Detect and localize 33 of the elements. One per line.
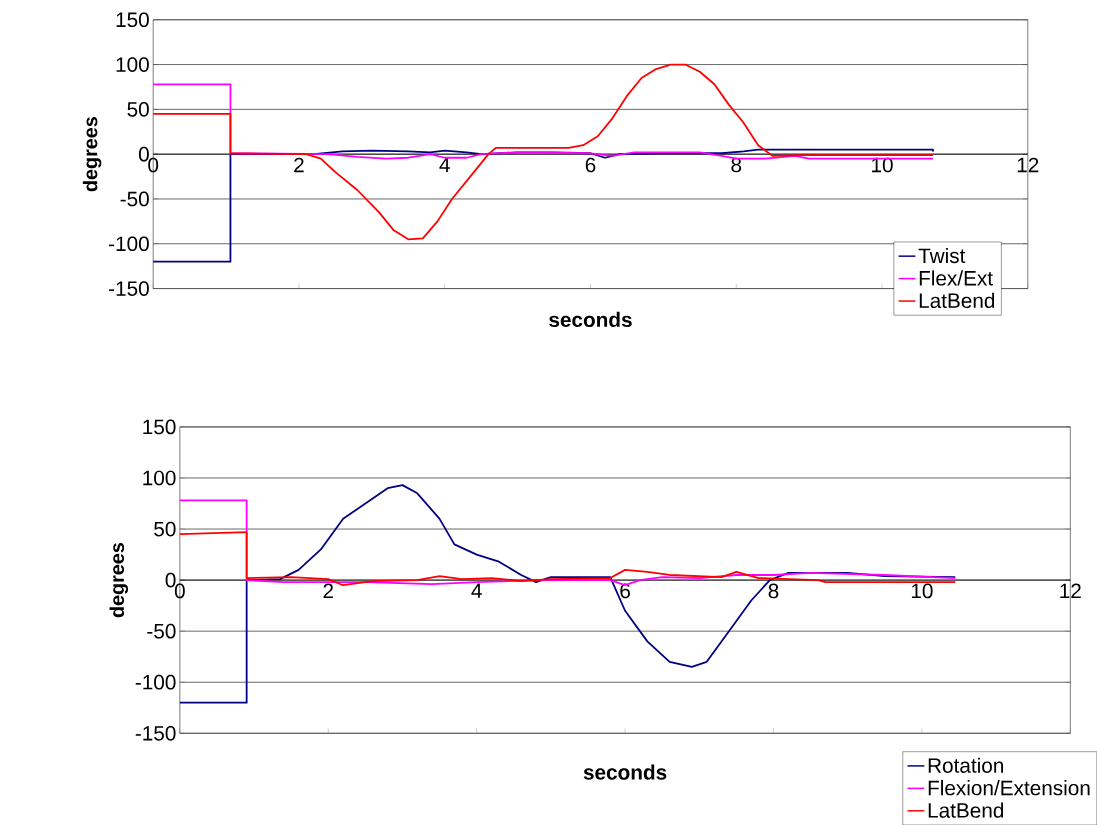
y-tick-label: -50 <box>120 191 149 207</box>
y-tick-label: -150 <box>109 281 149 296</box>
x-tick-label: 10 <box>911 583 933 599</box>
x-tick-label: 2 <box>323 583 333 598</box>
x-axis-title: seconds <box>549 311 632 327</box>
y-tick-label: 100 <box>143 470 176 486</box>
legend-label: Flexion/Extension <box>928 780 1090 796</box>
legend-label: LatBend <box>919 292 995 308</box>
y-axis-title: degrees <box>82 116 102 192</box>
y-tick-label: 150 <box>116 12 149 28</box>
legend-label: Flex/Ext <box>919 270 993 286</box>
legend-label: Rotation <box>928 757 1004 773</box>
y-axis-title: degrees <box>109 542 129 618</box>
y-tick-label: 50 <box>154 521 176 537</box>
x-tick-label: 2 <box>294 157 304 173</box>
x-axis-title: seconds <box>583 764 667 780</box>
x-tick-label: 8 <box>768 583 779 599</box>
y-tick-label: 0 <box>165 572 176 588</box>
y-tick-label: 150 <box>143 419 176 435</box>
x-tick-label: 12 <box>1017 157 1039 173</box>
y-tick-label: 0 <box>138 146 149 162</box>
legend-label: Twist <box>918 247 966 264</box>
x-tick-label: 12 <box>1060 583 1081 598</box>
x-tick-label: 6 <box>585 157 596 173</box>
y-tick-label: -150 <box>135 725 176 741</box>
y-tick-label: 100 <box>116 57 149 72</box>
y-tick-label: -100 <box>135 674 176 690</box>
x-tick-label: 4 <box>439 157 450 172</box>
y-tick-label: 50 <box>127 101 149 117</box>
legend-label: LatBend <box>928 802 1004 818</box>
x-tick-label: 4 <box>471 583 482 598</box>
y-tick-label: -50 <box>147 623 176 639</box>
y-tick-label: -100 <box>109 236 149 252</box>
